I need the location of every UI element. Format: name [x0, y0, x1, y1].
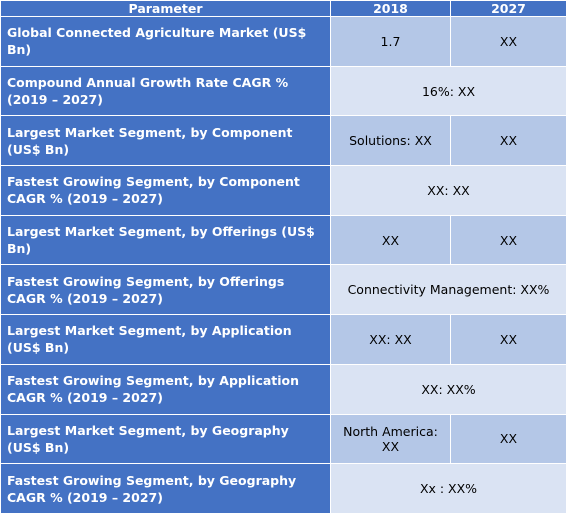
row-value-2027: XX: [450, 413, 566, 465]
row-value-2018: XX: [330, 214, 451, 266]
row-value-merged: Xx : XX%: [330, 463, 566, 514]
row-parameter: Largest Market Segment, by Geography (US…: [0, 413, 331, 465]
row-parameter: Largest Market Segment, by Application (…: [0, 314, 331, 365]
row-value-2027: XX: [450, 115, 566, 167]
row-value-2018: Solutions: XX: [330, 115, 451, 167]
row-parameter: Fastest Growing Segment, by Application …: [0, 363, 331, 415]
row-parameter: Fastest Growing Segment, by Component CA…: [0, 165, 331, 216]
header-row: Parameter 2018 2027: [0, 0, 566, 17]
table-row: Fastest Growing Segment, by Component CA…: [0, 165, 566, 216]
table-row: Largest Market Segment, by Component (US…: [0, 115, 566, 167]
table-row: Fastest Growing Segment, by Offerings CA…: [0, 264, 566, 316]
row-value-2018: XX: XX: [330, 314, 451, 365]
row-value-merged: XX: XX: [330, 165, 566, 216]
row-value-merged: XX: XX%: [330, 363, 566, 415]
row-parameter: Fastest Growing Segment, by Geography CA…: [0, 463, 331, 514]
row-value-2018: 1.7: [330, 16, 451, 67]
table-row: Global Connected Agriculture Market (US$…: [0, 16, 566, 67]
row-parameter: Compound Annual Growth Rate CAGR % (2019…: [0, 65, 331, 117]
row-parameter: Fastest Growing Segment, by Offerings CA…: [0, 264, 331, 316]
header-parameter: Parameter: [0, 0, 331, 17]
row-parameter: Largest Market Segment, by Offerings (US…: [0, 214, 331, 266]
table-row: Largest Market Segment, by Application (…: [0, 314, 566, 365]
row-value-2027: XX: [450, 314, 566, 365]
header-2027: 2027: [450, 0, 566, 17]
row-parameter: Global Connected Agriculture Market (US$…: [0, 16, 331, 67]
row-value-2027: XX: [450, 214, 566, 266]
row-value-merged: Connectivity Management: XX%: [330, 264, 566, 316]
table-row: Largest Market Segment, by Offerings (US…: [0, 214, 566, 266]
row-value-2027: XX: [450, 16, 566, 67]
row-parameter: Largest Market Segment, by Component (US…: [0, 115, 331, 167]
table-row: Compound Annual Growth Rate CAGR % (2019…: [0, 65, 566, 117]
table-row: Largest Market Segment, by Geography (US…: [0, 413, 566, 465]
row-value-2018: North America: XX: [330, 413, 451, 465]
row-value-merged: 16%: XX: [330, 65, 566, 117]
header-2018: 2018: [330, 0, 451, 17]
table-row: Fastest Growing Segment, by Geography CA…: [0, 463, 566, 514]
table-row: Fastest Growing Segment, by Application …: [0, 363, 566, 415]
